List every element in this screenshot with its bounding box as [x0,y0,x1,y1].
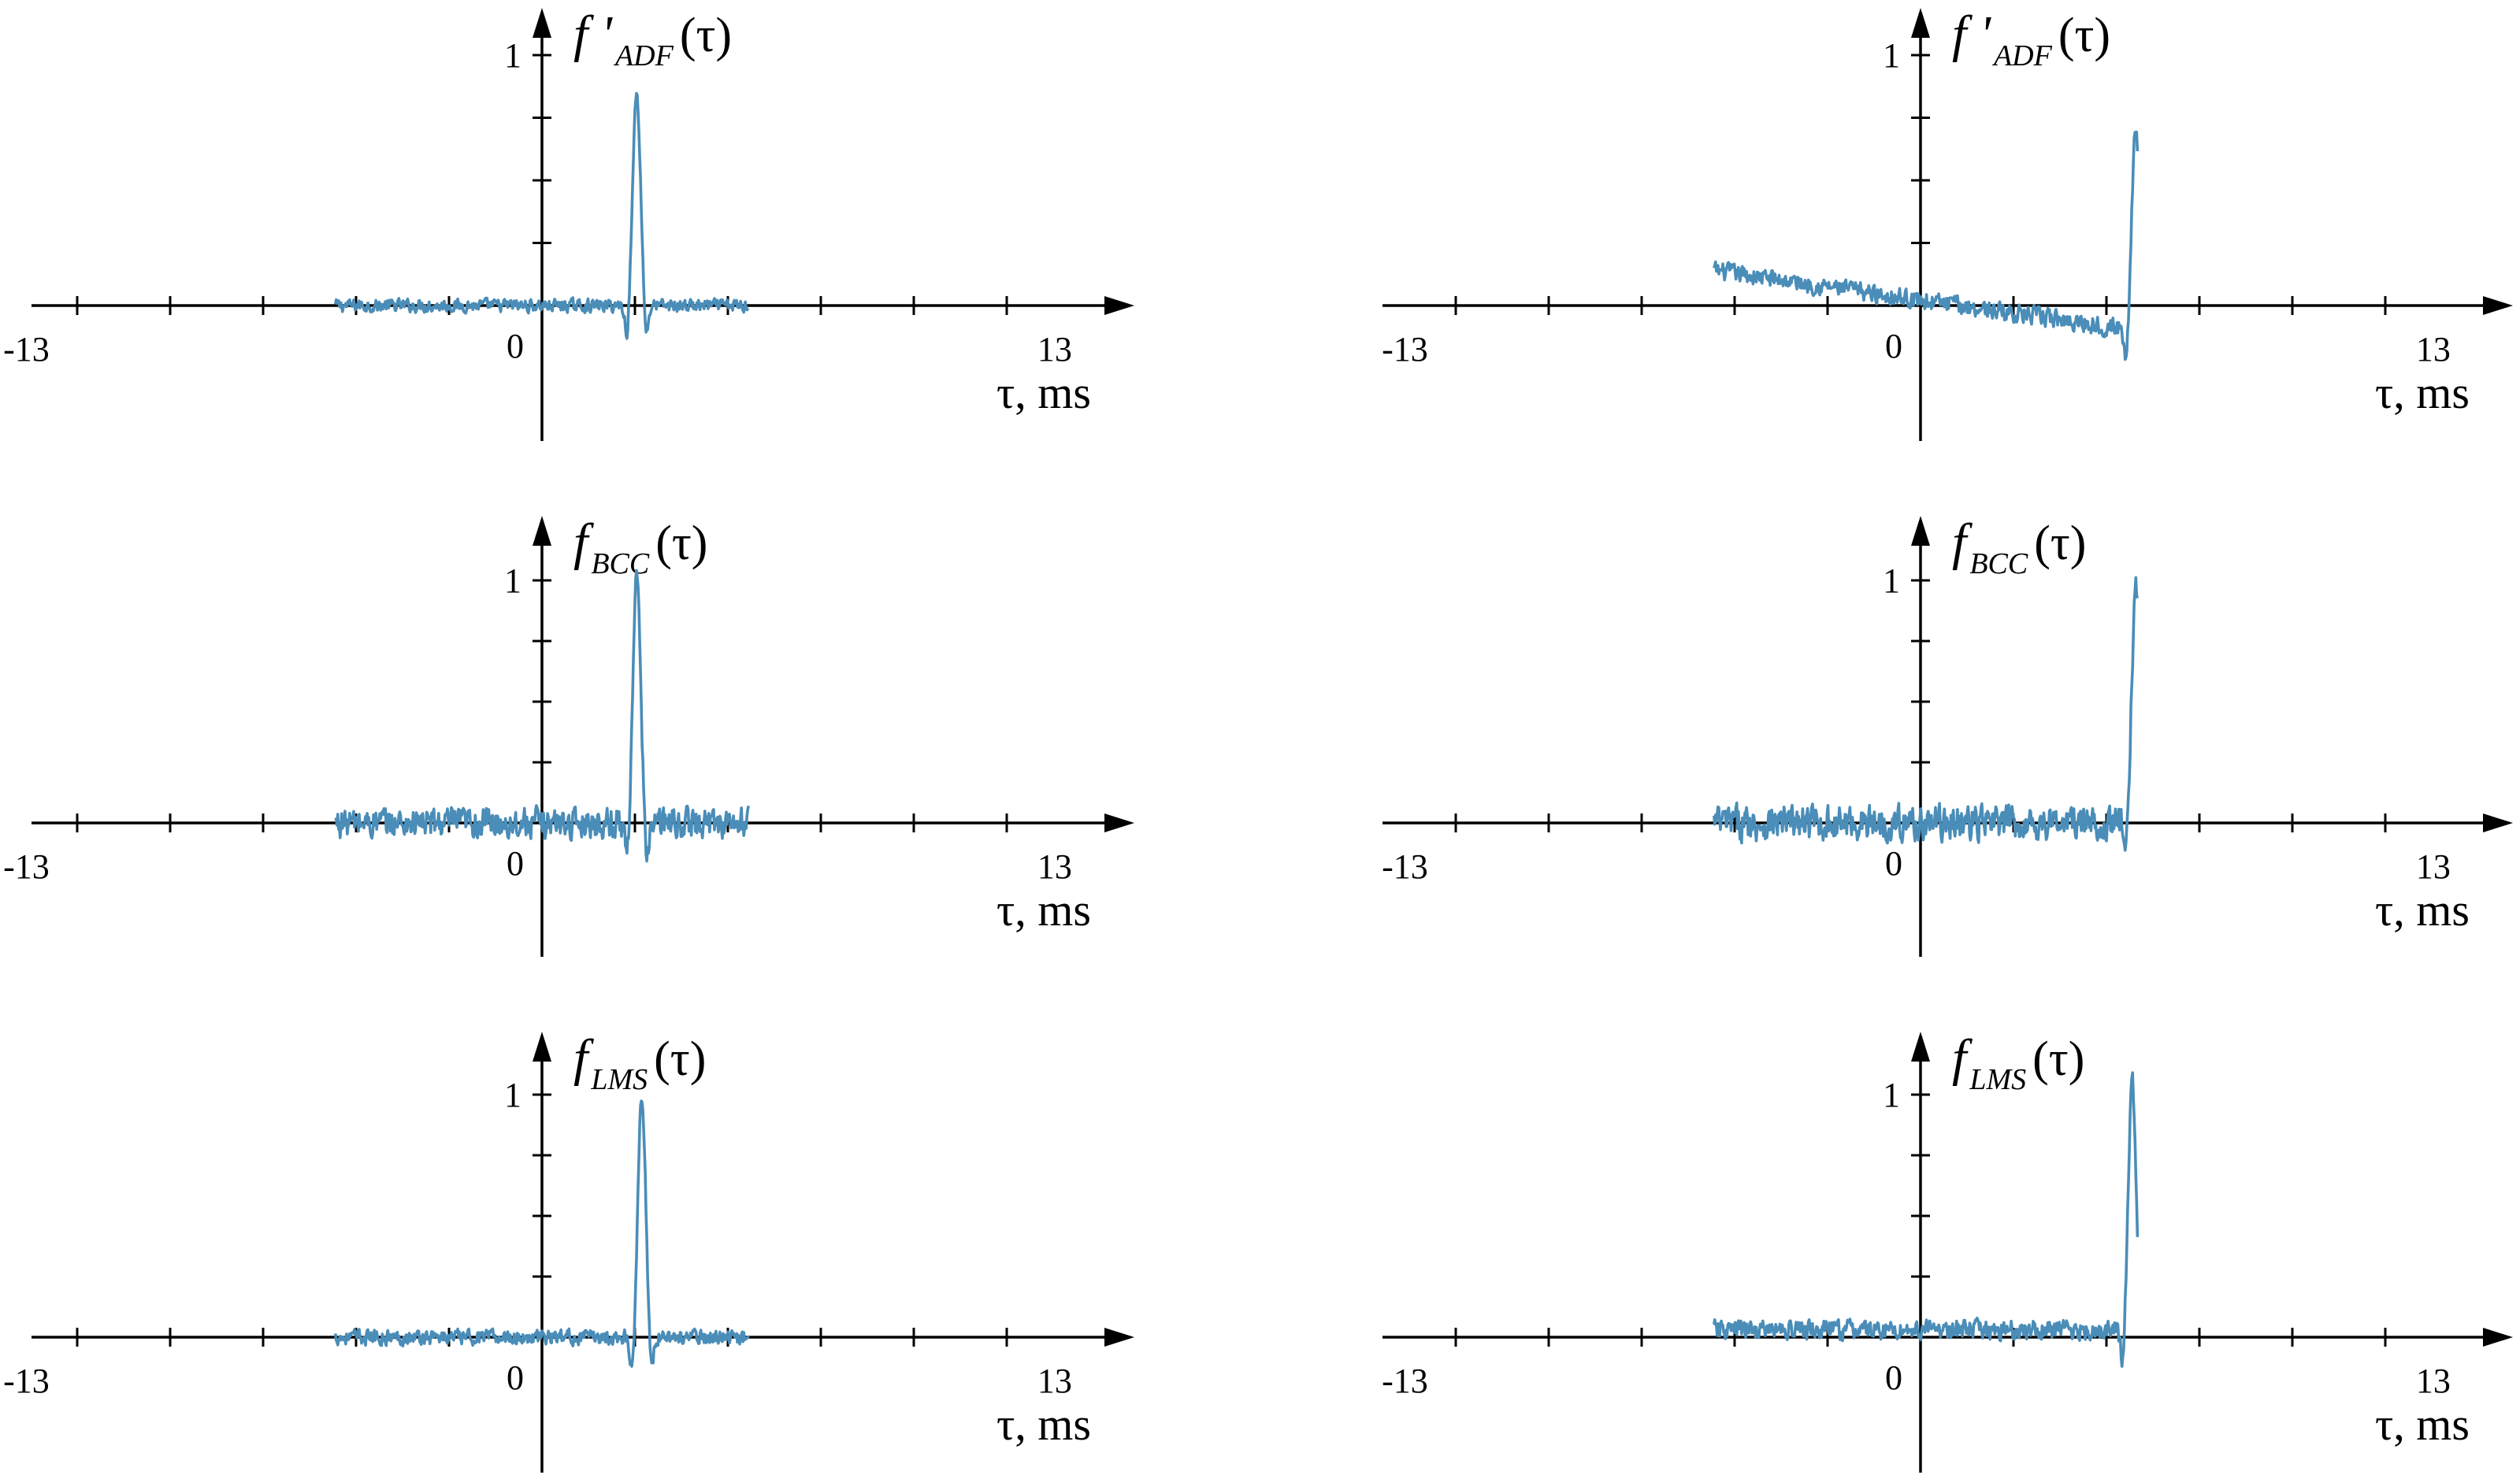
x-tick-label: 0 [507,327,524,365]
function-label-argument: (τ) [2032,1032,2084,1086]
function-label-argument: (τ) [654,1032,706,1086]
x-tick-label: 13 [2416,1362,2451,1400]
y-tick-label: 1 [1883,36,1900,75]
x-axis-arrow [1104,296,1134,315]
y-axis-arrow [1911,516,1930,546]
y-axis-arrow [533,1032,551,1062]
signal-line [1713,576,2140,852]
x-axis-label: τ, ms [996,884,1091,936]
x-axis-arrow [1104,813,1134,832]
x-axis-label: τ, ms [2375,367,2470,418]
function-label: f BCC (τ) [1952,513,2086,580]
chart-panel-3: -13 0 13 1 τ, ms f BCC (τ) [3,513,1134,957]
y-tick-label: 1 [504,561,521,600]
x-tick-label: 13 [2416,330,2451,369]
function-label-subscript: LMS [590,1063,648,1096]
signal-line [334,569,750,863]
x-axis-arrow [2483,296,2513,315]
function-label-subscript: LMS [1969,1063,2026,1096]
x-tick-label: 0 [1885,327,1902,365]
function-label: f ' ADF (τ) [1952,6,2110,72]
function-label-argument: (τ) [680,9,732,62]
chart-panel-1: -13 0 13 1 τ, ms f ' ADF (τ) [3,6,1134,441]
x-tick-label: 0 [507,1358,524,1397]
x-axis-label: τ, ms [2375,884,2470,936]
chart-panel-5: -13 0 13 1 τ, ms f LMS (τ) [3,1029,1134,1473]
y-axis-arrow [1911,8,1930,38]
y-tick-label: 1 [504,36,521,75]
y-tick-label: 1 [1883,1076,1900,1114]
y-axis-arrow [533,8,551,38]
y-axis-arrow [1911,1032,1930,1062]
x-tick-label: 13 [1037,1362,1072,1400]
function-label: f BCC (τ) [573,513,707,580]
x-tick-label: -13 [3,330,50,369]
x-tick-label: 0 [507,844,524,883]
signal-line [1713,130,2140,361]
y-tick-label: 1 [1883,561,1900,600]
function-label-argument: (τ) [2034,517,2086,570]
function-label: f LMS (τ) [1952,1029,2084,1096]
x-axis-label: τ, ms [996,1399,1091,1450]
function-label-argument: (τ) [655,517,707,570]
signal-line [334,1099,750,1368]
y-axis-arrow [533,516,551,546]
x-tick-label: 13 [1037,330,1072,369]
x-axis-label: τ, ms [996,367,1091,418]
x-tick-label: 13 [1037,847,1072,886]
x-tick-label: 13 [2416,847,2451,886]
x-axis-arrow [2483,1328,2513,1347]
x-tick-label: -13 [3,847,50,886]
chart-panel-4: -13 0 13 1 τ, ms f BCC (τ) [1382,513,2513,957]
x-tick-label: -13 [1382,330,1428,369]
signal-line [334,91,750,340]
function-label: f ' ADF (τ) [573,6,732,72]
chart-panel-2: -13 0 13 1 τ, ms f ' ADF (τ) [1382,6,2513,441]
x-tick-label: -13 [1382,847,1428,886]
function-label-subscript: ADF [613,39,674,72]
x-axis-arrow [2483,813,2513,832]
x-tick-label: -13 [1382,1362,1428,1400]
chart-panel-6: -13 0 13 1 τ, ms f LMS (τ) [1382,1029,2513,1473]
function-label-subscript: BCC [1969,547,2028,580]
y-tick-label: 1 [504,1076,521,1114]
function-label: f LMS (τ) [573,1029,706,1096]
x-axis-arrow [1104,1328,1134,1347]
x-tick-label: -13 [3,1362,50,1400]
function-label-subscript: BCC [591,547,650,580]
x-tick-label: 0 [1885,844,1902,883]
function-label-argument: (τ) [2058,9,2110,62]
x-axis-label: τ, ms [2375,1399,2470,1450]
signal-line [1713,1071,2140,1368]
x-tick-label: 0 [1885,1358,1902,1397]
function-label-subscript: ADF [1991,39,2053,72]
